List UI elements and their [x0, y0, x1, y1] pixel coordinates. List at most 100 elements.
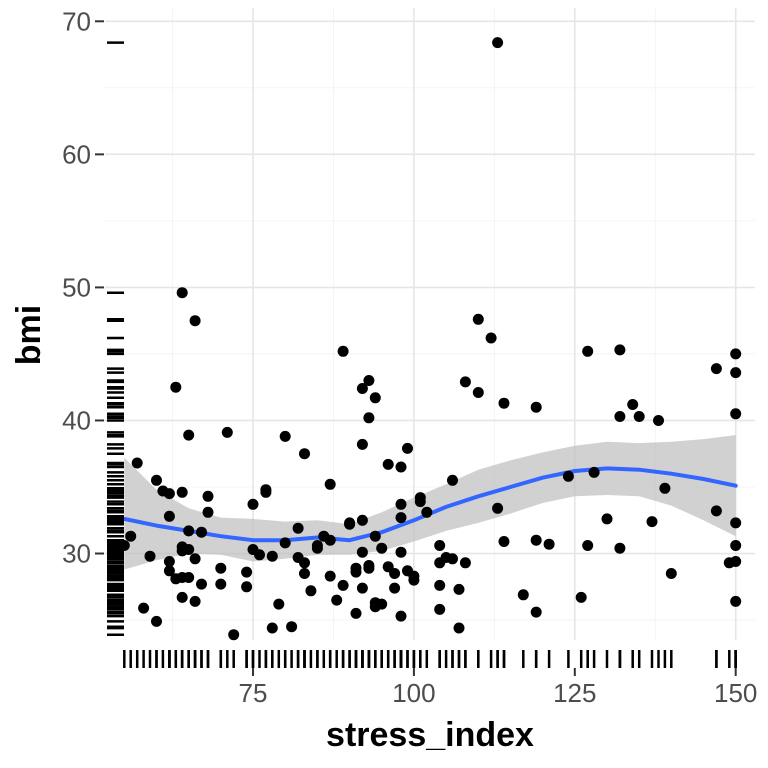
y-rug: [107, 41, 124, 636]
data-point: [189, 315, 201, 327]
data-point: [402, 442, 413, 454]
data-point: [337, 579, 349, 591]
y-axis-title: bmi: [10, 305, 48, 365]
data-point: [202, 506, 214, 518]
data-point: [498, 397, 510, 409]
data-point: [614, 411, 626, 422]
data-point: [389, 582, 401, 594]
data-point: [131, 457, 143, 469]
data-point: [273, 598, 285, 610]
data-point: [530, 534, 542, 546]
data-point: [730, 517, 742, 529]
data-point: [453, 622, 465, 634]
confidence-band: [124, 435, 736, 570]
data-point: [241, 581, 253, 593]
y-tick-label: 40: [62, 405, 91, 435]
data-point: [324, 570, 336, 582]
y-tick-label: 50: [62, 272, 91, 302]
data-point: [215, 562, 227, 574]
data-point: [254, 549, 265, 561]
data-point: [356, 383, 368, 394]
data-point: [434, 603, 446, 615]
data-point: [730, 408, 742, 420]
data-point: [614, 344, 626, 356]
data-point: [266, 550, 278, 562]
data-point: [163, 565, 175, 577]
data-point: [376, 542, 388, 554]
data-point: [389, 568, 401, 579]
data-point: [299, 557, 310, 569]
data-point: [350, 566, 362, 578]
data-point: [472, 387, 484, 398]
data-point: [492, 37, 504, 49]
data-point: [176, 486, 188, 498]
data-point: [247, 498, 259, 510]
x-tick-label: 100: [392, 678, 435, 708]
data-point: [356, 438, 368, 450]
y-axis: 30 40 50 60 70: [62, 6, 104, 569]
data-point: [588, 466, 600, 478]
data-point: [176, 591, 188, 603]
data-point: [189, 595, 201, 607]
data-point: [614, 542, 626, 554]
data-point: [241, 566, 253, 578]
data-point: [434, 540, 446, 551]
data-point: [434, 579, 446, 591]
data-point: [170, 381, 182, 393]
data-point: [196, 526, 207, 538]
data-point: [582, 345, 594, 357]
data-point: [369, 530, 381, 542]
data-point: [176, 287, 188, 299]
y-tick-label: 30: [62, 539, 91, 569]
data-point: [376, 598, 388, 610]
x-axis-title: stress_index: [326, 716, 534, 754]
y-tick-label: 70: [62, 6, 91, 36]
data-point: [530, 606, 542, 618]
data-point: [337, 345, 349, 357]
data-point: [163, 556, 175, 567]
x-axis: 75 100 125 150: [239, 668, 757, 708]
data-point: [279, 537, 291, 549]
data-point: [601, 513, 613, 525]
data-point: [260, 486, 272, 498]
points-layer: [118, 37, 742, 641]
minor-gridlines: [105, 8, 755, 640]
data-point: [163, 488, 175, 500]
data-point: [646, 516, 658, 528]
data-point: [356, 546, 368, 558]
data-point: [202, 490, 214, 502]
data-point: [183, 429, 195, 441]
data-point: [183, 572, 195, 583]
data-point: [125, 530, 137, 542]
data-point: [447, 474, 458, 486]
data-point: [299, 568, 310, 579]
data-point: [196, 578, 207, 590]
data-point: [395, 498, 407, 510]
data-point: [382, 458, 394, 470]
data-point: [395, 461, 407, 473]
data-point: [665, 568, 677, 579]
data-point: [414, 496, 426, 508]
x-tick-label: 125: [553, 678, 596, 708]
data-point: [144, 550, 156, 562]
data-point: [582, 540, 594, 551]
data-point: [530, 401, 542, 413]
data-point: [331, 594, 343, 606]
data-point: [363, 562, 375, 574]
data-point: [138, 602, 150, 614]
y-tick-label: 60: [62, 139, 91, 169]
data-point: [292, 522, 304, 534]
data-point: [627, 399, 639, 410]
data-point: [730, 556, 742, 567]
data-point: [215, 578, 227, 590]
data-point: [151, 615, 162, 627]
data-point: [363, 412, 375, 424]
data-point: [633, 411, 645, 422]
data-point: [228, 629, 240, 641]
data-point: [395, 512, 407, 524]
data-point: [311, 542, 323, 554]
data-point: [575, 591, 587, 603]
data-point: [395, 610, 407, 622]
data-point: [163, 510, 175, 522]
